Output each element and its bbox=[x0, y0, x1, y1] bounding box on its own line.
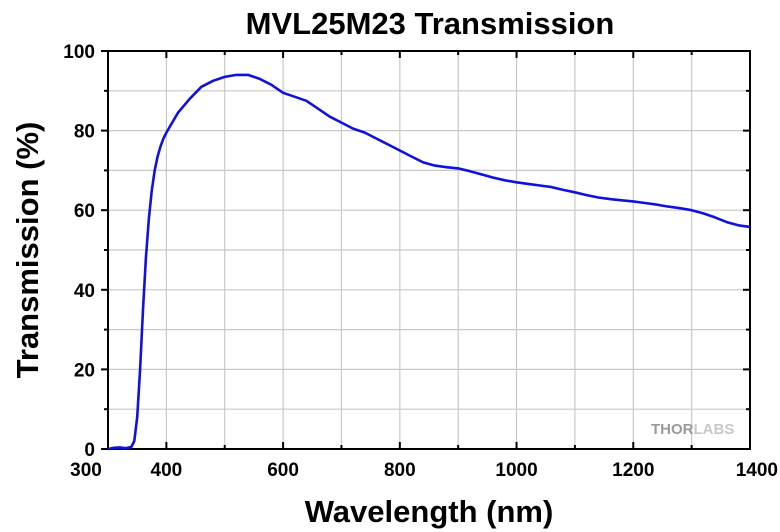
thorlabs-logo: THORLABS bbox=[651, 421, 734, 438]
x-tick-labels: 300 400 600 800 1000 1200 1400 bbox=[70, 460, 778, 481]
y-tick-label: 80 bbox=[74, 122, 95, 143]
x-tick-label: 800 bbox=[384, 460, 416, 481]
logo-text-dark: THOR bbox=[651, 421, 694, 438]
chart-title: MVL25M23 Transmission bbox=[246, 6, 615, 41]
x-tick-label: 1400 bbox=[736, 460, 778, 481]
logo-text-light: LABS bbox=[694, 421, 735, 438]
y-tick-label: 100 bbox=[63, 42, 95, 63]
x-tick-label: 300 bbox=[70, 460, 102, 481]
x-tick-label: 600 bbox=[267, 460, 299, 481]
x-tick-label: 1000 bbox=[495, 460, 537, 481]
grid-lines bbox=[108, 51, 750, 449]
y-tick-label: 60 bbox=[74, 201, 95, 222]
x-tick-label: 1200 bbox=[612, 460, 654, 481]
y-tick-labels: 0 20 40 60 80 100 bbox=[63, 42, 95, 461]
y-tick-label: 40 bbox=[74, 281, 95, 302]
x-tick-label: 400 bbox=[151, 460, 183, 481]
x-axis-title: Wavelength (nm) bbox=[305, 494, 554, 529]
y-axis-title: Transmission (%) bbox=[10, 122, 45, 379]
y-tick-label: 20 bbox=[74, 360, 95, 381]
y-tick-label: 0 bbox=[84, 440, 95, 461]
axis-ticks bbox=[101, 50, 751, 450]
svg-text:THORLABS: THORLABS bbox=[651, 421, 734, 438]
series-line-transmission bbox=[107, 73, 751, 451]
